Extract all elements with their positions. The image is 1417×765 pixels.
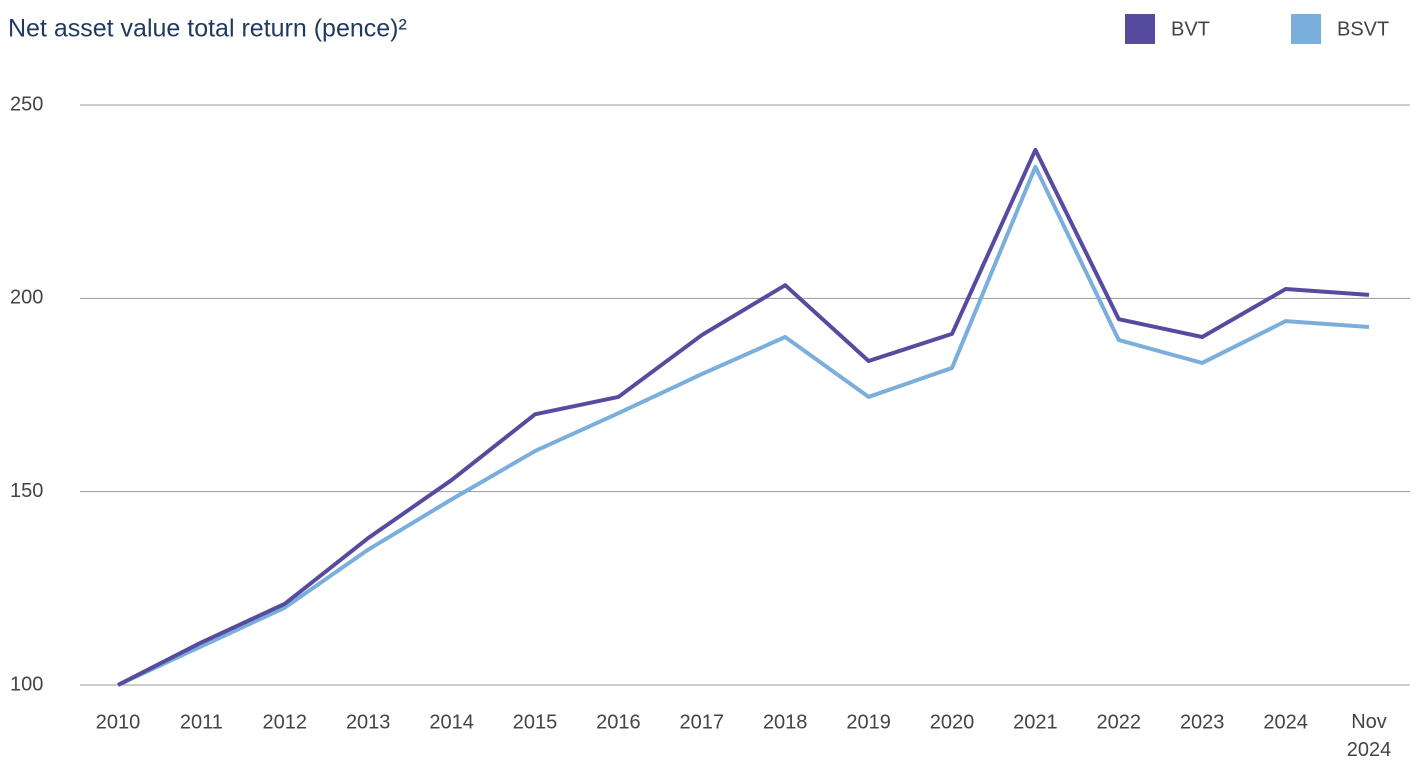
chart-title: Net asset value total return (pence)² <box>8 15 407 43</box>
x-tick-label: 2012 <box>263 711 308 733</box>
y-tick-label: 150 <box>10 480 43 502</box>
y-tick-label: 100 <box>10 673 43 695</box>
legend-label: BVT <box>1171 18 1210 40</box>
x-tick-label: 2017 <box>680 711 725 733</box>
series-line <box>117 164 1370 687</box>
x-tick-label: 2013 <box>346 711 391 733</box>
x-tick-label: 2011 <box>180 711 223 733</box>
x-tick-label: 2024 <box>1263 711 1308 733</box>
legend-swatch <box>1125 14 1155 44</box>
legend-swatch <box>1291 14 1321 44</box>
x-tick-label: 2016 <box>596 711 641 733</box>
x-tick-label: 2023 <box>1180 711 1225 733</box>
x-tick-label: 2015 <box>513 711 558 733</box>
x-tick-label: 2010 <box>96 711 141 733</box>
y-tick-label: 200 <box>10 287 43 309</box>
x-tick-label: Nov 2024 <box>1347 711 1392 761</box>
x-tick-label: 2021 <box>1013 711 1058 733</box>
series-line <box>117 147 1370 687</box>
x-tick-label: 2014 <box>429 711 474 733</box>
x-tick-label: 2019 <box>846 711 891 733</box>
x-tick-label: 2018 <box>763 711 808 733</box>
legend-label: BSVT <box>1337 18 1389 40</box>
x-tick-label: 2022 <box>1097 711 1142 733</box>
y-tick-label: 250 <box>10 93 43 115</box>
x-tick-label: 2020 <box>930 711 975 733</box>
